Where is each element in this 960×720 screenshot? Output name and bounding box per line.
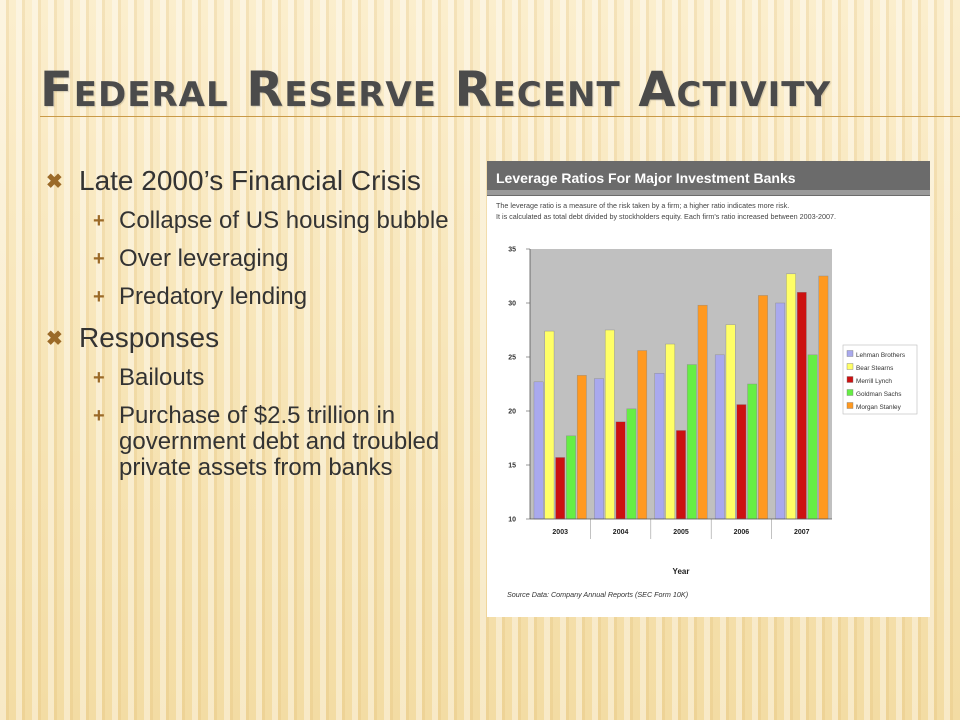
cross-marker-icon: ✖ [46,171,63,193]
x-tick-label: 2007 [794,529,810,536]
bullet-text: Responses [79,322,220,353]
bar [676,430,686,520]
y-tick-label: 15 [508,463,516,470]
bar [686,364,697,520]
chart-subtitle-line: The leverage ratio is a measure of the r… [496,201,789,210]
legend-label: Morgan Stanley [856,404,902,411]
bar [775,302,786,520]
bar [818,275,829,520]
sub-bullet-item: + Collapse of US housing bubble [79,208,486,234]
y-tick-label: 20 [508,409,516,416]
bar [555,457,566,520]
bar [604,329,615,520]
legend-swatch [846,363,854,370]
chart-subtitle-line: It is calculated as total debt divided b… [496,212,836,221]
bar [576,375,587,520]
x-tick-label: 2006 [734,529,750,536]
bar [566,435,576,520]
sub-bullet-item: + Predatory lending [79,284,486,310]
plus-marker-icon: + [93,367,105,389]
x-tick-label: 2004 [613,529,629,536]
bar [654,372,665,520]
bar [714,354,725,520]
bar [786,273,796,520]
bullet-item: ✖ Late 2000’s Financial Crisis + Collapse… [46,165,486,310]
bar [747,383,758,520]
y-tick-label: 10 [508,517,516,524]
y-tick-label: 35 [508,247,516,254]
legend-box [842,344,918,415]
bullet-list: ✖ Late 2000’s Financial Crisis + Collapse… [46,165,486,493]
sub-bullet-text: Purchase of $2.5 trillion in government … [119,402,440,481]
legend-swatch [846,376,854,383]
bar [637,350,648,520]
x-tick-label: 2005 [673,529,689,536]
sub-bullet-text: Bailouts [119,364,205,391]
chart-source-note: Source Data: Company Annual Reports (SEC… [507,590,688,599]
plus-marker-icon: + [93,405,105,427]
y-tick-label: 25 [508,355,516,362]
sub-bullet-item: + Over leveraging [79,246,486,272]
bar [615,421,626,520]
bar [626,408,637,520]
plus-marker-icon: + [93,210,105,232]
legend-label: Lehman Brothers [856,352,905,359]
legend-label: Merrill Lynch [856,378,892,385]
x-tick-label: 2003 [552,529,568,536]
page-title: Federal Reserve Recent Activity [40,62,832,118]
sub-bullet-text: Predatory lending [119,283,308,310]
sub-bullet-text: Over leveraging [119,245,289,272]
x-axis-label: Year [673,567,690,576]
sub-bullet-list: + Bailouts + Purchase of $2.5 trillion in … [79,365,486,481]
legend-label: Bear Stearns [856,365,893,372]
legend-label: Goldman Sachs [856,391,901,398]
sub-bullet-list: + Collapse of US housing bubble + Over lev… [79,208,486,310]
title-divider [40,116,960,117]
bar [758,295,768,520]
bar [665,343,676,520]
bar [725,324,736,520]
bar [807,354,818,520]
sub-bullet-item: + Bailouts [79,365,486,391]
bar [697,304,708,520]
sub-bullet-text: Collapse of US housing bubble [119,207,449,234]
cross-marker-icon: ✖ [46,328,63,350]
legend-swatch [846,350,854,357]
chart-image: Leverage Ratios For Major Investment Ban… [487,161,930,617]
plus-marker-icon: + [93,248,105,270]
bar [544,330,555,520]
chart-header-shade [487,190,930,195]
bullet-item: ✖ Responses + Bailouts + Purchase of $2.5 … [46,322,486,481]
bar [796,291,807,520]
legend-swatch [846,402,854,409]
legend-swatch [846,389,854,396]
chart-title: Leverage Ratios For Major Investment Ban… [496,170,796,186]
bar [533,381,544,520]
sub-bullet-item: + Purchase of $2.5 trillion in government… [79,403,486,481]
bar [594,378,604,520]
bar [736,404,747,520]
y-tick-label: 30 [508,301,516,308]
plus-marker-icon: + [93,286,105,308]
leverage-chart: Leverage Ratios For Major Investment Ban… [487,161,930,599]
bullet-text: Late 2000’s Financial Crisis [79,165,421,196]
